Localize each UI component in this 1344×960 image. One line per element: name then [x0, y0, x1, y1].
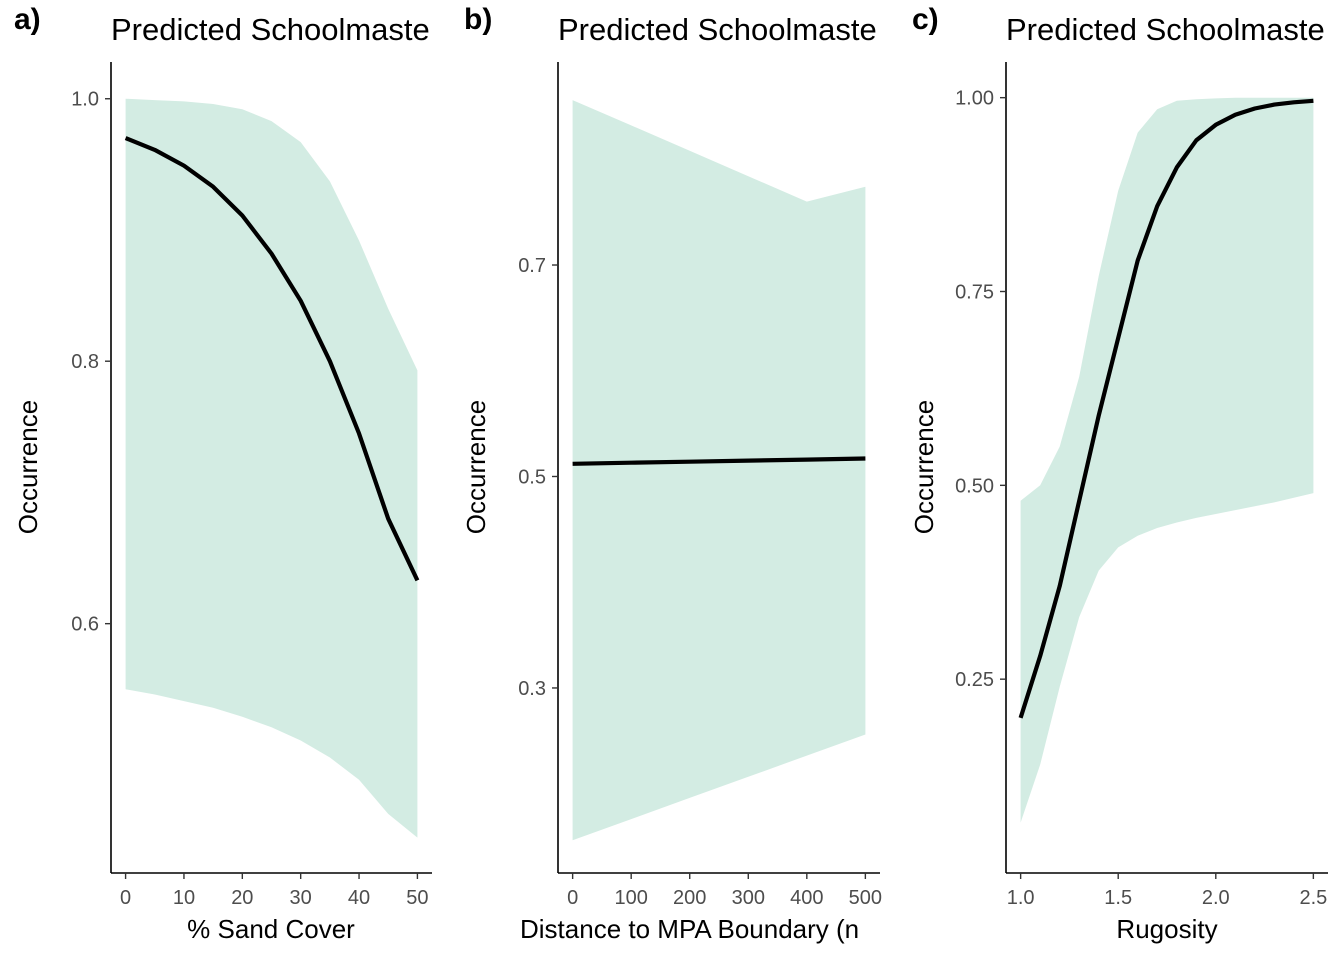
y-tick-label-c: 0.75: [955, 281, 994, 303]
y-tick-label-b: 0.7: [518, 255, 546, 277]
confidence-ribbon-a: [125, 98, 418, 838]
y-axis-label-a: Occurrence: [13, 400, 43, 534]
x-tick-label-b: 400: [790, 887, 823, 909]
y-tick-label-c: 1.00: [955, 88, 994, 110]
panel-c: c) Predicted Schoolmaste Occurrence Rugo…: [909, 3, 1328, 944]
x-tick-label-b: 500: [849, 887, 882, 909]
x-tick-label-a: 50: [406, 887, 428, 909]
x-axis-label-c: Rugosity: [1116, 914, 1217, 944]
y-tick-label-b: 0.5: [518, 466, 546, 488]
x-tick-label-a: 40: [348, 887, 370, 909]
panel-b: b) Predicted Schoolmaste Occurrence Dist…: [461, 3, 882, 944]
panel-a: a) Predicted Schoolmaste Occurrence % Sa…: [13, 3, 432, 944]
x-tick-label-c: 2.0: [1202, 887, 1230, 909]
x-axis-label-a: % Sand Cover: [187, 914, 355, 944]
y-axis-label-b: Occurrence: [461, 400, 491, 534]
confidence-ribbon-c: [1020, 97, 1314, 823]
plot-area-b: 0.3 0.5 0.7 0 100 200 300 400 500: [518, 62, 882, 909]
x-tick-label-b: 200: [673, 887, 706, 909]
x-tick-label-a: 10: [173, 887, 195, 909]
x-tick-label-c: 1.0: [1007, 887, 1035, 909]
plot-area-c: 0.25 0.50 0.75 1.00 1.0 1.5 2.0 2.5: [955, 62, 1328, 909]
x-tick-label-b: 100: [614, 887, 647, 909]
y-tick-label-a: 1.0: [71, 89, 99, 111]
x-tick-label-c: 2.5: [1299, 887, 1327, 909]
y-axis-label-c: Occurrence: [909, 400, 939, 534]
x-tick-label-b: 300: [732, 887, 765, 909]
fit-line-c: [1018, 98, 1314, 719]
panel-label-b: b): [464, 3, 492, 36]
x-tick-label-c: 1.5: [1104, 887, 1132, 909]
x-axis-label-b: Distance to MPA Boundary (n: [520, 914, 859, 944]
y-tick-label-a: 0.8: [71, 351, 99, 373]
fit-line-a: [124, 136, 420, 582]
confidence-ribbon-b: [572, 100, 866, 841]
panel-title-a: Predicted Schoolmaste: [111, 12, 430, 47]
y-tick-label-b: 0.3: [518, 678, 546, 700]
fit-line-b: [572, 456, 866, 466]
panel-title-c: Predicted Schoolmaste: [1006, 12, 1325, 47]
y-tick-label-c: 0.50: [955, 475, 994, 497]
y-tick-label-c: 0.25: [955, 669, 994, 691]
x-tick-label-b: 0: [567, 887, 578, 909]
y-tick-label-a: 0.6: [71, 614, 99, 636]
x-tick-label-a: 30: [290, 887, 312, 909]
panel-label-a: a): [14, 3, 41, 36]
x-tick-label-a: 0: [120, 887, 131, 909]
x-tick-label-a: 20: [231, 887, 253, 909]
panel-label-c: c): [912, 3, 939, 36]
panel-title-b: Predicted Schoolmaste: [558, 12, 877, 47]
plot-area-a: 0.6 0.8 1.0 0 10 20 30 40 50: [71, 62, 432, 909]
